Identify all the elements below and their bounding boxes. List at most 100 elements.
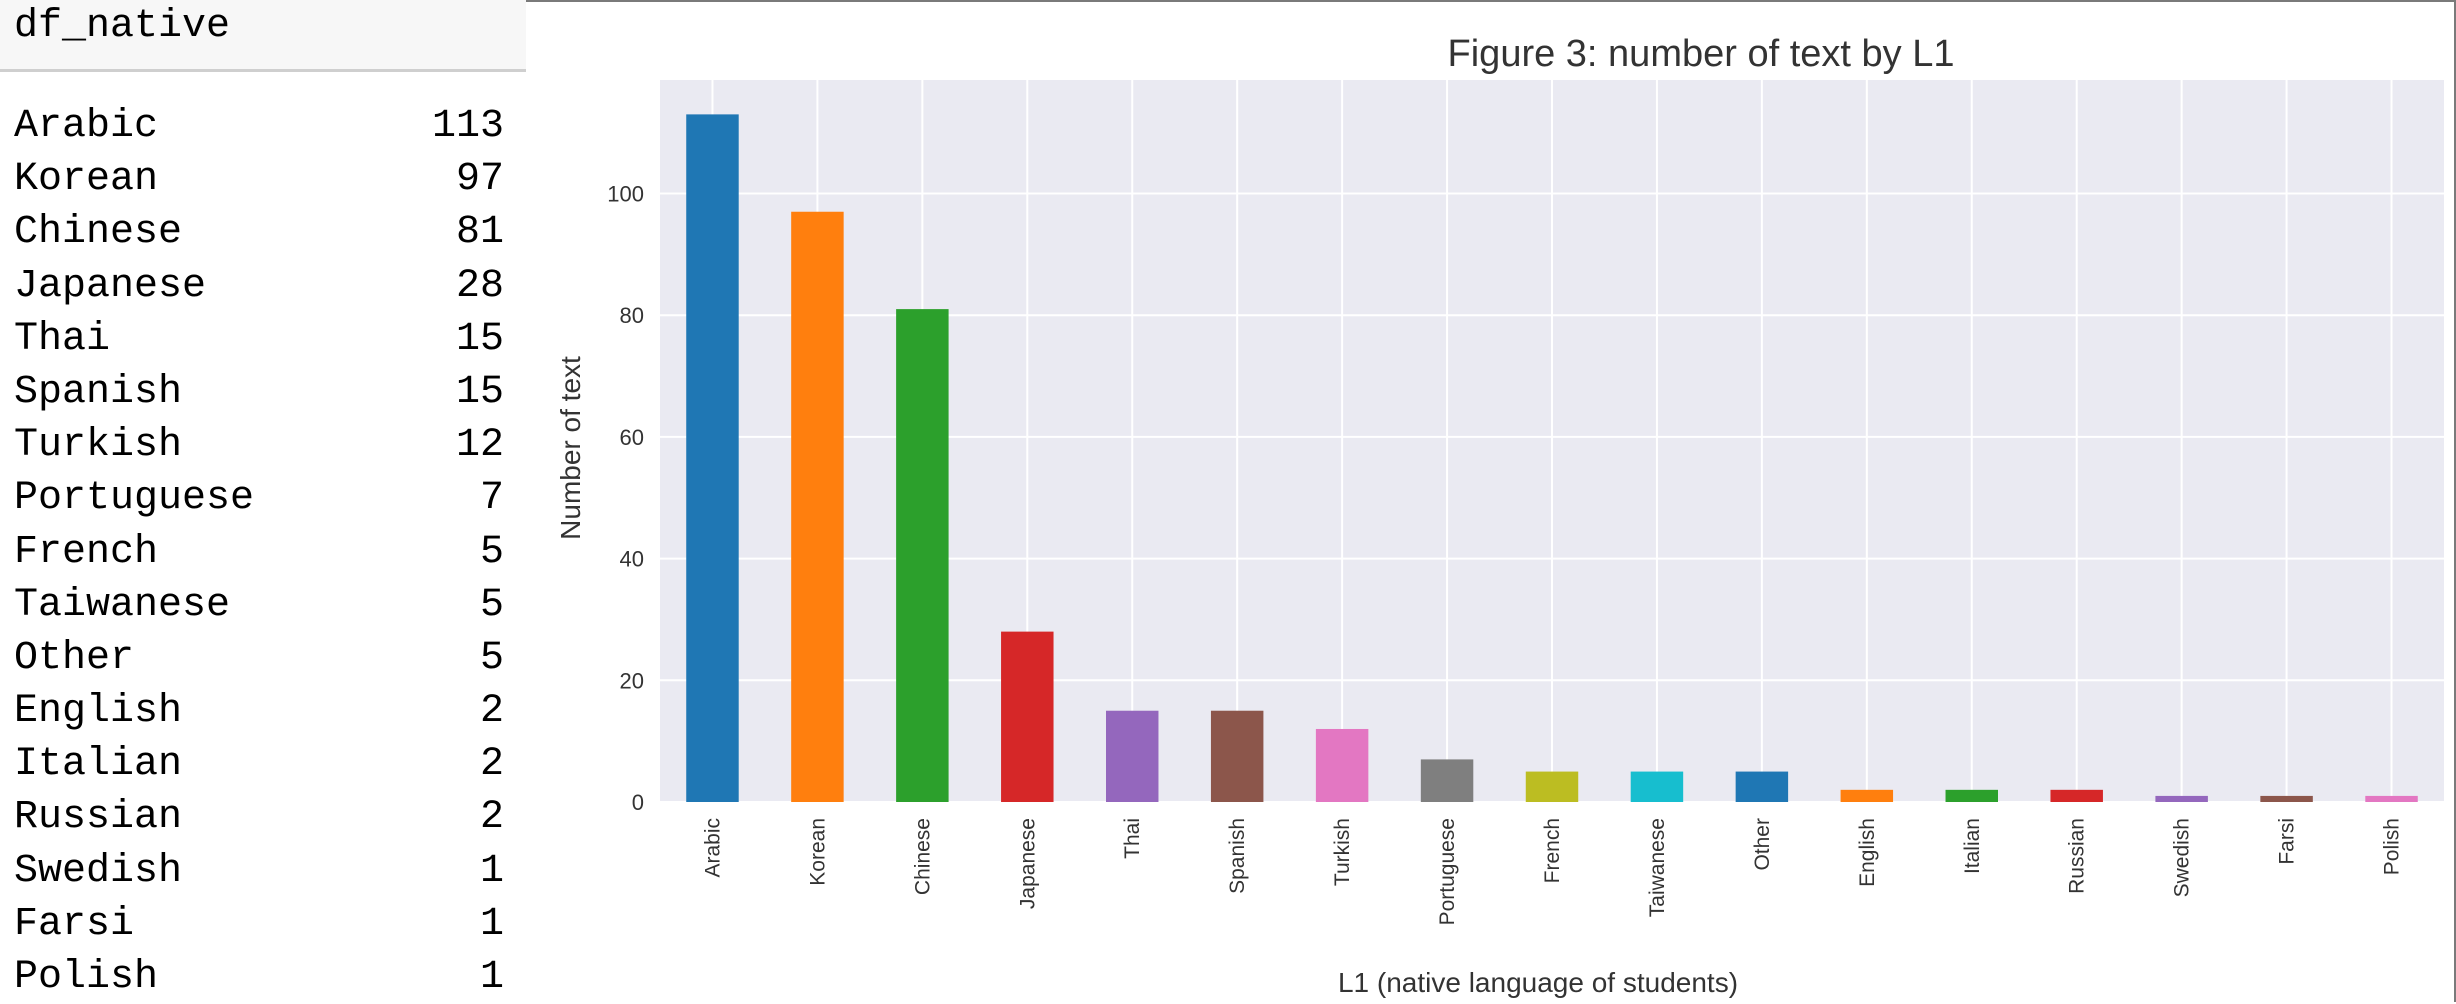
x-tick-label: Chinese xyxy=(911,818,934,895)
output-row: Italian 2 xyxy=(14,738,504,791)
output-row: Japanese 28 xyxy=(14,260,504,313)
y-axis-label: Number of text xyxy=(555,356,586,540)
output-row-name: English xyxy=(14,689,183,735)
y-tick-label: 0 xyxy=(632,790,644,815)
output-row-value: 1 xyxy=(479,848,504,894)
output-row-name: Chinese xyxy=(14,210,183,256)
bar xyxy=(1630,771,1684,802)
output-row-name: Arabic xyxy=(14,104,159,149)
x-tick-label: English xyxy=(1856,818,1879,887)
output-row-value: 12 xyxy=(455,423,504,469)
x-tick-label: Swedish xyxy=(2171,818,2194,897)
frame-border-top xyxy=(0,0,2456,2)
output-row-name: Turkish xyxy=(14,423,183,469)
output-row: Other 5 xyxy=(14,632,504,685)
bar xyxy=(1210,710,1264,802)
x-tick-label: Korean xyxy=(806,818,829,886)
output-row: Taiwanese 5 xyxy=(14,579,504,632)
bar xyxy=(2365,795,2418,802)
x-tick-label: Turkish xyxy=(1331,818,1354,886)
x-tick-label: Farsi xyxy=(2276,818,2299,865)
x-tick-label: Thai xyxy=(1121,818,1144,859)
x-tick-label: Russian xyxy=(2066,818,2089,894)
output-row-name: Russian xyxy=(14,795,183,841)
bar xyxy=(2050,789,2103,802)
output-row-name: Italian xyxy=(14,742,183,788)
output-row-name: Portuguese xyxy=(14,476,255,522)
output-row-name: Other xyxy=(14,635,135,681)
frame-border-right xyxy=(2454,0,2456,1002)
bar xyxy=(2155,795,2208,802)
output-row: Thai 15 xyxy=(14,313,504,366)
output-row-value: 28 xyxy=(455,263,504,309)
y-tick-label: 20 xyxy=(620,668,644,693)
output-row-name: Taiwanese xyxy=(14,582,231,628)
output-row: Korean 97 xyxy=(14,153,504,206)
x-tick-label: Polish xyxy=(2381,818,2404,875)
bar xyxy=(1735,771,1789,802)
x-tick-label: Japanese xyxy=(1016,818,1039,909)
output-row-value: 97 xyxy=(455,157,504,203)
output-row-value: 15 xyxy=(455,316,504,362)
output-row-name: French xyxy=(14,529,159,575)
x-tick-label: Italian xyxy=(1961,818,1984,874)
output-row: French 5 xyxy=(14,526,504,579)
input-code: df_native xyxy=(14,4,231,49)
bar xyxy=(1106,710,1159,802)
chart-title: Figure 3: number of text by L1 xyxy=(1448,33,1955,75)
y-tick-label: 60 xyxy=(620,425,644,450)
bar xyxy=(791,211,844,803)
output-row-value: 15 xyxy=(455,369,504,415)
output-row-value: 113 xyxy=(431,104,504,149)
output-row-name: Thai xyxy=(14,316,111,362)
output-row-value: 5 xyxy=(479,582,504,628)
output-table: Arabic 113 Korean 97 Chinese 81 Japanese 28 Thai… xyxy=(14,100,504,1004)
output-row: Arabic 113 xyxy=(14,100,504,153)
x-axis-label: L1 (native language of students) xyxy=(1338,967,1738,998)
output-row-name: Korean xyxy=(14,157,159,203)
x-tick-labels: Arabic Korean Chinese Japanese Thai Spanish Tu… xyxy=(701,818,2403,925)
x-tick-label: Arabic xyxy=(701,818,724,878)
x-tick-label: Portuguese xyxy=(1436,818,1459,925)
output-row: Russian 2 xyxy=(14,791,504,844)
output-row-value: 5 xyxy=(479,635,504,681)
output-row-name: Polish xyxy=(14,955,159,1000)
output-row-name: Japanese xyxy=(14,263,207,309)
bar xyxy=(1840,789,1894,802)
bar xyxy=(686,114,739,802)
y-tick-label: 80 xyxy=(620,303,644,328)
bar xyxy=(2260,795,2313,802)
x-tick-label: Taiwanese xyxy=(1646,818,1669,917)
output-row-value: 2 xyxy=(479,742,504,788)
input-cell[interactable]: df_native xyxy=(0,0,526,72)
bar xyxy=(1001,631,1054,802)
x-tick-label: Other xyxy=(1751,818,1774,871)
bar xyxy=(1420,759,1474,802)
output-row-value: 2 xyxy=(479,795,504,841)
output-row-name: Swedish xyxy=(14,848,183,894)
output-row-name: Spanish xyxy=(14,369,183,415)
output-row: Polish 1 xyxy=(14,951,504,1004)
output-row: Swedish 1 xyxy=(14,845,504,898)
output-row: Spanish 15 xyxy=(14,366,504,419)
y-tick-labels: 0 20 40 60 80 100 xyxy=(607,181,644,815)
y-tick-label: 100 xyxy=(607,181,644,206)
y-tick-label: 40 xyxy=(620,547,644,572)
output-row-name: Farsi xyxy=(14,901,135,947)
output-row: Chinese 81 xyxy=(14,206,504,259)
bar xyxy=(1525,771,1579,802)
output-row: Farsi 1 xyxy=(14,898,504,951)
bar xyxy=(1315,728,1369,802)
output-row-value: 7 xyxy=(479,476,504,522)
output-row: Turkish 12 xyxy=(14,419,504,472)
output-row-value: 1 xyxy=(479,955,504,1000)
output-row-value: 81 xyxy=(455,210,504,256)
bar xyxy=(896,309,949,802)
x-tick-label: French xyxy=(1541,818,1564,883)
bar xyxy=(1945,789,1998,802)
x-tick-label: Spanish xyxy=(1226,818,1249,894)
output-row-value: 2 xyxy=(479,689,504,735)
output-row: English 2 xyxy=(14,685,504,738)
output-row-value: 1 xyxy=(479,901,504,947)
